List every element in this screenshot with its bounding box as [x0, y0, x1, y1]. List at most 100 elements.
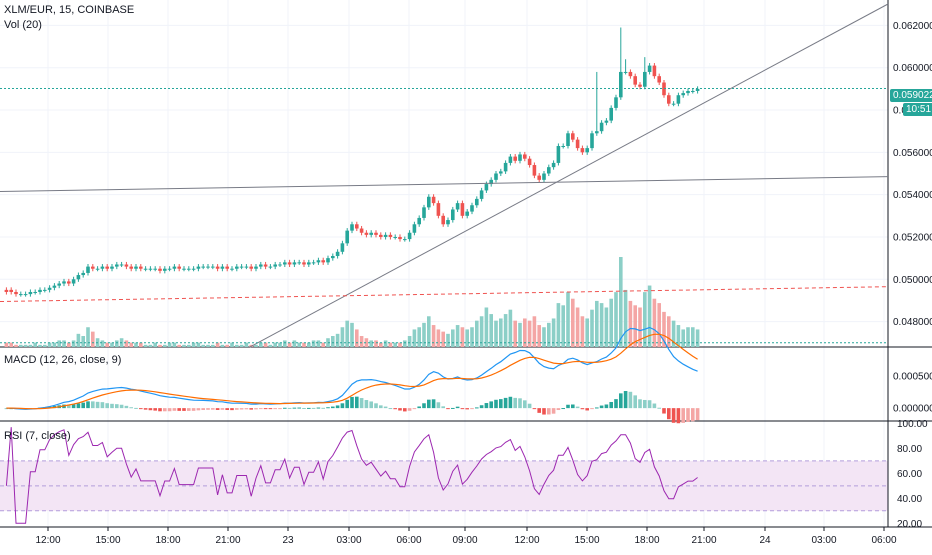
macd-histogram-bar: [595, 407, 599, 409]
macd-tick-label: 0.000500: [893, 371, 932, 382]
macd-histogram-bar: [691, 408, 695, 422]
macd-histogram-bar: [484, 403, 489, 409]
macd-histogram-bar: [287, 407, 292, 409]
volume-bar: [422, 322, 426, 347]
macd-histogram-bar: [340, 403, 345, 409]
macd-histogram-bar: [513, 397, 517, 409]
candle: [383, 234, 388, 237]
candle: [153, 268, 157, 270]
volume-bar: [417, 327, 421, 347]
macd-histogram-bar: [383, 406, 388, 409]
macd-tick-label: 0.000000: [893, 404, 932, 415]
candle: [403, 239, 407, 241]
volume-bar: [263, 342, 268, 347]
price-tick-label: 0.054000: [893, 190, 932, 201]
macd-histogram-bar: [422, 403, 426, 409]
volume-bar: [532, 316, 537, 347]
price-tick-label: 0.048000: [893, 317, 932, 328]
macd-histogram-bar: [532, 408, 537, 410]
volume-bar: [614, 292, 618, 347]
volume-bar: [43, 344, 47, 347]
volume-bar: [551, 318, 556, 347]
volume-bar: [523, 318, 527, 347]
volume-bar: [4, 342, 9, 347]
candle: [163, 268, 167, 271]
candle: [307, 262, 311, 265]
time-tick-label: 18:00: [155, 535, 180, 546]
macd-histogram-bar: [206, 408, 210, 410]
macd-histogram-bar: [575, 406, 580, 409]
candle: [124, 264, 129, 267]
candle: [350, 224, 354, 231]
candle: [172, 266, 177, 269]
rsi-label[interactable]: RSI (7, close): [4, 430, 71, 442]
candle: [292, 262, 297, 265]
candle: [609, 107, 613, 121]
volume-bar: [412, 329, 417, 347]
candle: [460, 203, 465, 216]
price-tick-label: 0.056000: [893, 148, 932, 159]
macd-histogram-bar: [359, 398, 364, 409]
candle: [628, 71, 633, 77]
macd-histogram-bar: [628, 391, 633, 409]
time-tick-label: 15:00: [95, 535, 120, 546]
candle: [446, 220, 450, 225]
volume-bar: [628, 300, 633, 347]
symbol-title[interactable]: XLM/EUR, 15, COINBASE: [4, 4, 135, 16]
volume-bar: [470, 327, 474, 347]
macd-histogram-bar: [499, 399, 503, 409]
volume-bar: [671, 320, 676, 347]
macd-histogram-bar: [556, 408, 561, 411]
candle: [158, 268, 162, 271]
volume-bar: [230, 342, 234, 347]
candle: [575, 139, 580, 149]
macd-histogram-bar: [100, 402, 105, 409]
candle: [211, 266, 215, 268]
volume-bar: [38, 344, 42, 347]
volume-bar: [575, 307, 580, 347]
volume-bar: [81, 336, 85, 347]
volume-bar: [67, 342, 71, 347]
candle: [86, 266, 90, 273]
current-price-tag: 0.059022: [890, 89, 932, 102]
candle: [465, 211, 469, 216]
macd-histogram-bar: [139, 408, 143, 410]
volume-bar: [177, 344, 181, 347]
volume-bar: [407, 336, 412, 347]
candle: [220, 266, 225, 269]
volume-label[interactable]: Vol (20): [4, 19, 42, 31]
macd-histogram-bar: [345, 399, 349, 409]
time-tick-label: 15:00: [574, 535, 599, 546]
volume-bar: [110, 342, 114, 347]
macd-histogram-bar: [364, 400, 369, 409]
candle: [369, 232, 373, 235]
volume-bar: [91, 331, 95, 347]
candle: [441, 215, 445, 225]
volume-bar: [350, 322, 354, 347]
macd-histogram-bar: [263, 408, 268, 410]
macd-histogram-bar: [292, 407, 297, 409]
macd-histogram-bar: [249, 408, 253, 410]
macd-histogram-bar: [119, 404, 124, 409]
macd-histogram-bar: [436, 402, 441, 409]
candle: [4, 289, 9, 292]
macd-histogram-bar: [177, 408, 181, 411]
macd-histogram-bar: [153, 408, 157, 411]
time-tick-label: 18:00: [634, 535, 659, 546]
candle: [340, 243, 345, 252]
macd-label[interactable]: MACD (12, 26, close, 9): [4, 354, 122, 366]
macd-histogram-bar: [614, 399, 618, 409]
volume-bar: [139, 342, 143, 347]
candle: [604, 120, 609, 123]
macd-histogram-bar: [335, 405, 340, 409]
volume-bar: [580, 316, 585, 347]
time-tick-label: 21:00: [215, 535, 240, 546]
macd-histogram-bar: [311, 407, 316, 409]
volume-bar: [686, 327, 690, 347]
macd-histogram-bar: [585, 408, 589, 411]
volume-bar: [446, 333, 450, 347]
candle: [239, 266, 244, 268]
volume-bar: [455, 325, 460, 347]
candle: [585, 148, 589, 153]
